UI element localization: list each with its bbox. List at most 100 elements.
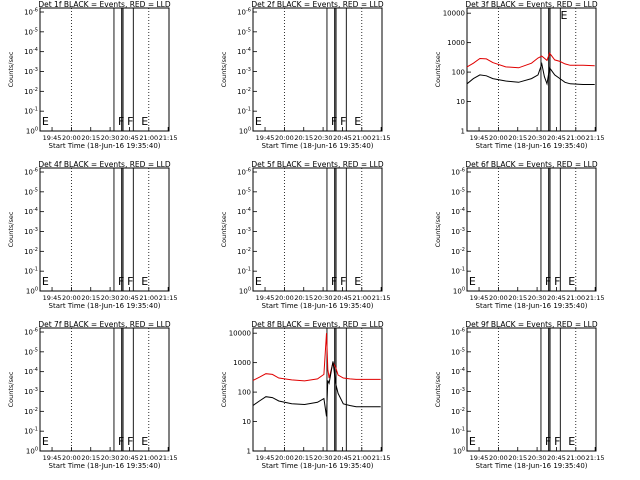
y-tick-label: 1	[461, 128, 465, 136]
chart-title: Det 8f BLACK = Events, RED = LLD	[251, 320, 384, 329]
y-axis-label: Counts/sec	[7, 371, 15, 407]
y-tick-label: 10-4	[24, 47, 38, 56]
plot-frame	[39, 327, 170, 452]
y-tick-label: 1000	[447, 39, 465, 47]
marker-label: E	[141, 435, 148, 448]
y-tick-label: 100	[453, 287, 465, 296]
x-tick-label: 20:45	[333, 134, 352, 142]
x-tick-label: 19:45	[256, 454, 275, 462]
y-tick-label: 10-5	[24, 27, 38, 36]
x-tick-label: 20:30	[101, 454, 120, 462]
y-axis-label: Counts/sec	[7, 211, 15, 247]
y-tick-label: 10-4	[24, 367, 38, 376]
x-tick-label: 20:45	[120, 454, 139, 462]
y-tick-label: 10-5	[237, 27, 251, 36]
plot-frame	[466, 167, 597, 292]
y-tick-label: 10-6	[237, 8, 251, 17]
x-tick-label: 19:45	[470, 454, 489, 462]
marker-label: F	[118, 435, 124, 448]
x-tick-label: 21:15	[159, 454, 178, 462]
x-tick-label: 21:15	[586, 454, 605, 462]
y-tick-label: 10	[456, 98, 465, 106]
y-tick-label: 10-2	[237, 87, 251, 96]
x-axis-label: Start Time (18-Jun-16 19:35:40)	[476, 462, 588, 470]
x-tick-label: 20:45	[120, 134, 139, 142]
marker-label: E	[255, 115, 262, 128]
x-tick-label: 21:15	[372, 294, 391, 302]
y-tick-label: 1000	[233, 359, 251, 367]
y-axis-label: Counts/sec	[434, 371, 442, 407]
y-tick-label: 10-4	[24, 207, 38, 216]
x-tick-label: 19:45	[43, 294, 62, 302]
x-tick-label: 20:45	[547, 454, 566, 462]
y-tick-label: 100	[26, 127, 38, 136]
x-tick-label: 20:00	[489, 454, 508, 462]
y-tick-label: 100	[26, 447, 38, 456]
x-tick-label: 21:00	[352, 134, 371, 142]
y-tick-label: 100	[453, 447, 465, 456]
y-axis-label: Counts/sec	[434, 211, 442, 247]
x-tick-label: 20:45	[547, 294, 566, 302]
x-tick-label: 21:15	[586, 134, 605, 142]
y-tick-label: 10-2	[237, 247, 251, 256]
plot-frame	[466, 327, 597, 452]
x-axis-label: Start Time (18-Jun-16 19:35:40)	[49, 302, 161, 310]
plot-frame	[39, 7, 170, 132]
x-tick-label: 20:30	[528, 294, 547, 302]
y-tick-label: 10-5	[451, 347, 465, 356]
chart-title: Det 1f BLACK = Events, RED = LLD	[38, 0, 171, 9]
y-tick-label: 10-2	[24, 407, 38, 416]
chart-title: Det 2f BLACK = Events, RED = LLD	[251, 0, 384, 9]
chart-title: Det 3f BLACK = Events, RED = LLD	[465, 0, 598, 9]
x-tick-label: 19:45	[43, 454, 62, 462]
marker-label: F	[118, 115, 124, 128]
x-tick-label: 20:15	[81, 134, 100, 142]
y-tick-label: 10-4	[237, 207, 251, 216]
y-tick-label: 10-5	[237, 187, 251, 196]
x-tick-label: 21:15	[159, 294, 178, 302]
marker-label: E	[141, 115, 148, 128]
x-tick-label: 21:00	[566, 294, 585, 302]
x-tick-label: 21:15	[372, 134, 391, 142]
marker-label: E	[255, 275, 262, 288]
y-axis-label: Counts/sec	[220, 51, 228, 87]
y-tick-label: 10-3	[451, 227, 465, 236]
y-tick-label: 10-1	[237, 107, 251, 116]
x-tick-label: 20:00	[62, 134, 81, 142]
marker-label: E	[42, 435, 49, 448]
x-tick-label: 20:45	[120, 294, 139, 302]
y-tick-label: 100	[452, 69, 465, 77]
x-tick-label: 20:15	[508, 294, 527, 302]
y-tick-label: 10-1	[24, 107, 38, 116]
y-tick-label: 10-3	[24, 67, 38, 76]
x-tick-label: 20:15	[508, 134, 527, 142]
y-tick-label: 100	[239, 287, 251, 296]
x-axis-label: Start Time (18-Jun-16 19:35:40)	[476, 142, 588, 150]
x-axis-label: Start Time (18-Jun-16 19:35:40)	[49, 462, 161, 470]
y-tick-label: 10-1	[24, 267, 38, 276]
y-tick-label: 10-3	[24, 227, 38, 236]
marker-label: F	[554, 275, 560, 288]
marker-label: F	[127, 275, 133, 288]
y-tick-label: 10-3	[451, 387, 465, 396]
x-tick-label: 20:30	[314, 454, 333, 462]
marker-label: F	[340, 275, 346, 288]
y-tick-label: 10-2	[24, 247, 38, 256]
y-tick-label: 10-3	[237, 67, 251, 76]
x-tick-label: 20:00	[62, 294, 81, 302]
marker-label: F	[118, 275, 124, 288]
marker-label: F	[127, 115, 133, 128]
x-tick-label: 20:15	[508, 454, 527, 462]
x-tick-label: 20:15	[294, 294, 313, 302]
series-line	[252, 361, 381, 417]
x-tick-label: 20:30	[314, 134, 333, 142]
y-tick-label: 10-2	[24, 87, 38, 96]
plot-frame	[39, 167, 170, 292]
marker-label: E	[561, 9, 568, 22]
x-axis-label: Start Time (18-Jun-16 19:35:40)	[49, 142, 161, 150]
